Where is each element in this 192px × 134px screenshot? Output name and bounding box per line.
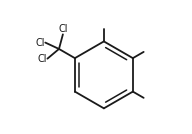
Text: Cl: Cl	[58, 24, 68, 34]
Text: Cl: Cl	[38, 54, 47, 64]
Text: Cl: Cl	[36, 38, 45, 48]
